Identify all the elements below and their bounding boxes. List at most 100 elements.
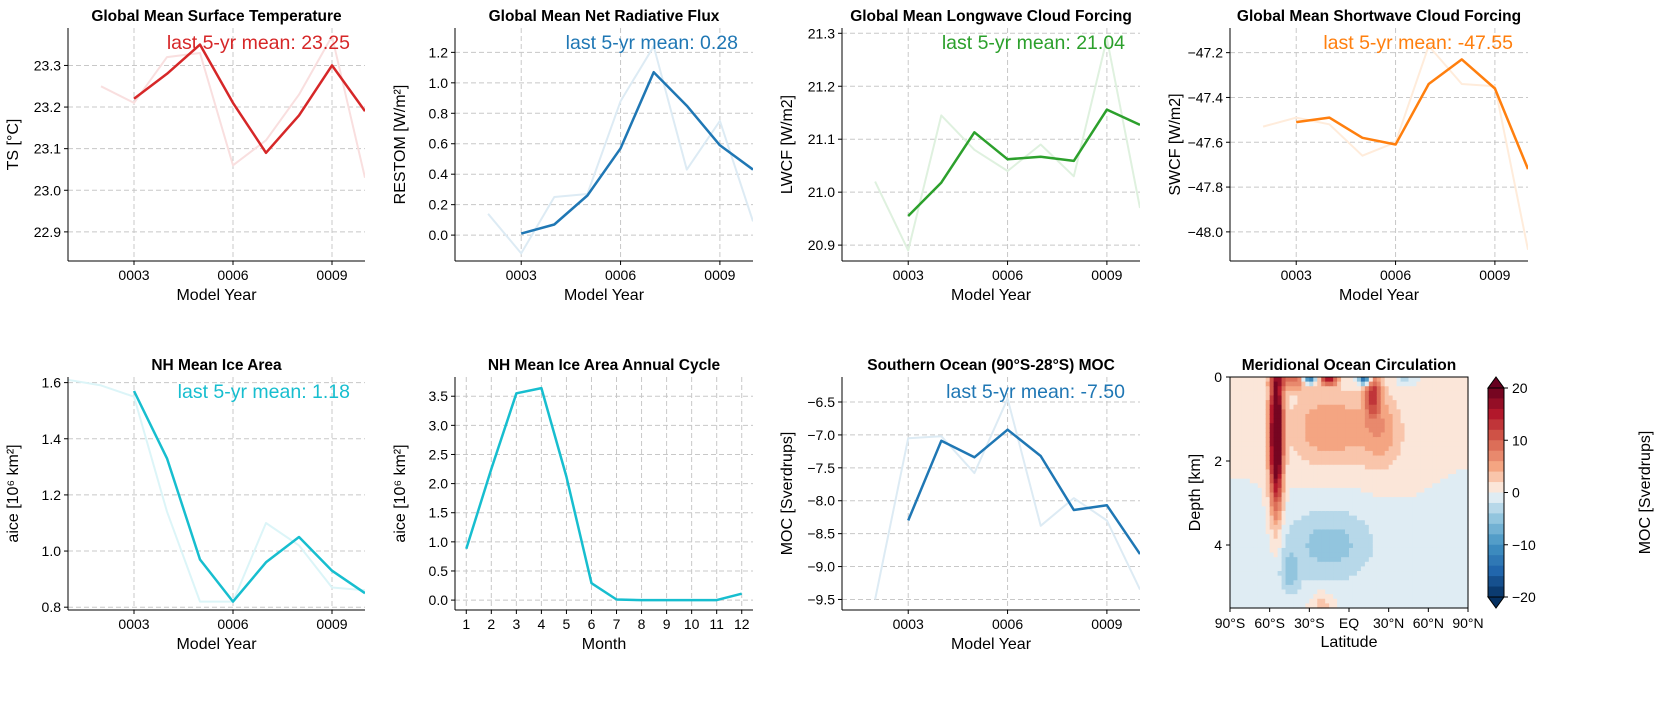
heatmap-cell xyxy=(1360,441,1366,447)
heatmap-cell xyxy=(1392,427,1398,434)
heatmap-cell xyxy=(1424,547,1429,554)
heatmap-cell xyxy=(1317,566,1322,572)
heatmap-cell xyxy=(1356,571,1362,577)
heatmap-cell xyxy=(1301,543,1306,549)
heatmap-cell xyxy=(1305,515,1310,521)
heatmap-cell xyxy=(1265,483,1271,489)
heatmap-cell xyxy=(1416,377,1421,383)
heatmap-cell xyxy=(1400,538,1406,544)
heatmap-cell xyxy=(1329,543,1334,549)
heatmap-cell xyxy=(1317,427,1322,434)
heatmap-cell xyxy=(1440,437,1445,443)
heatmap-cell xyxy=(1253,386,1259,392)
heatmap-cell xyxy=(1452,566,1457,572)
heatmap-cell xyxy=(1325,413,1330,420)
heatmap-cell xyxy=(1325,584,1330,591)
heatmap-cell xyxy=(1245,594,1251,600)
heatmap-cell xyxy=(1245,552,1251,558)
heatmap-cell xyxy=(1237,450,1243,457)
heatmap-cell xyxy=(1257,432,1263,438)
heatmap-cell xyxy=(1392,386,1398,392)
heatmap-cell xyxy=(1261,446,1267,452)
heatmap-cell xyxy=(1368,594,1374,600)
heatmap-cell xyxy=(1329,400,1334,406)
heatmap-cell xyxy=(1305,455,1310,461)
heatmap-cell xyxy=(1356,474,1362,480)
heatmap-cell xyxy=(1317,386,1322,392)
heatmap-cell xyxy=(1265,538,1271,544)
heatmap-cell xyxy=(1428,547,1433,554)
heatmap-cell xyxy=(1265,386,1271,392)
heatmap-cell xyxy=(1408,552,1414,558)
heatmap-cell xyxy=(1436,404,1441,410)
heatmap-cell xyxy=(1233,520,1239,526)
heatmap-cell xyxy=(1392,561,1398,568)
heatmap-cell xyxy=(1392,377,1398,383)
heatmap-cell xyxy=(1233,506,1239,512)
heatmap-cell xyxy=(1452,538,1457,544)
heatmap-cell xyxy=(1352,455,1358,461)
heatmap-cell xyxy=(1356,487,1362,494)
heatmap-cell xyxy=(1325,377,1330,383)
heatmap-cell xyxy=(1420,584,1425,591)
heatmap-cell xyxy=(1249,538,1255,544)
heatmap-cell xyxy=(1428,501,1433,507)
heatmap-cell xyxy=(1257,571,1263,577)
heatmap-cell xyxy=(1269,515,1275,521)
heatmap-cell xyxy=(1249,413,1255,420)
heatmap-cell xyxy=(1237,418,1243,424)
heatmap-cell xyxy=(1317,552,1322,558)
heatmap-cell xyxy=(1313,594,1318,600)
series-line-faint xyxy=(68,378,365,603)
heatmap-cell xyxy=(1396,390,1402,397)
heatmap-cell xyxy=(1305,557,1310,563)
heatmap-cell xyxy=(1281,464,1287,470)
heatmap-cell xyxy=(1436,529,1441,535)
heatmap-cell xyxy=(1404,446,1410,452)
heatmap-cell xyxy=(1384,538,1390,544)
heatmap-cell xyxy=(1241,423,1247,429)
heatmap-cell xyxy=(1289,404,1295,410)
heatmap-cell xyxy=(1257,594,1263,600)
heatmap-cell xyxy=(1420,598,1425,604)
heatmap-cell xyxy=(1376,423,1382,429)
y-axis-label: Depth [km] xyxy=(1187,454,1204,531)
heatmap-cell xyxy=(1416,584,1421,591)
heatmap-cell xyxy=(1424,534,1429,540)
heatmap-cell xyxy=(1392,547,1398,554)
heatmap-cell xyxy=(1277,478,1283,484)
heatmap-cell xyxy=(1356,395,1362,401)
heatmap-cell xyxy=(1396,538,1402,544)
y-tick-label: −47.8 xyxy=(1188,179,1224,195)
heatmap-cell xyxy=(1356,386,1362,392)
heatmap-cell xyxy=(1368,423,1374,429)
heatmap-cell xyxy=(1237,413,1243,420)
y-tick-label: 4 xyxy=(1214,537,1222,553)
heatmap-cell xyxy=(1372,390,1378,397)
heatmap-cell xyxy=(1301,400,1306,406)
heatmap-cell xyxy=(1241,538,1247,544)
heatmap-cell xyxy=(1364,400,1370,406)
y-tick-label: 0.4 xyxy=(429,166,449,182)
heatmap-cell xyxy=(1436,395,1441,401)
heatmap-cell xyxy=(1305,460,1310,466)
heatmap-cell xyxy=(1456,460,1461,466)
heatmap-cell xyxy=(1364,580,1370,586)
heatmap-cell xyxy=(1404,598,1410,604)
heatmap-cell xyxy=(1309,584,1314,591)
heatmap-cell xyxy=(1245,543,1251,549)
heatmap-cell xyxy=(1257,404,1263,410)
heatmap-cell xyxy=(1460,441,1465,447)
heatmap-cell xyxy=(1448,506,1453,512)
heatmap-cell xyxy=(1424,603,1429,609)
heatmap-cell xyxy=(1293,566,1299,572)
heatmap-cell xyxy=(1233,450,1239,457)
heatmap-cell xyxy=(1400,497,1406,503)
heatmap-cell xyxy=(1257,427,1263,434)
heatmap-cell xyxy=(1352,520,1358,526)
heatmap-cell xyxy=(1460,543,1465,549)
heatmap-cell xyxy=(1341,557,1346,563)
heatmap-cell xyxy=(1384,547,1390,554)
heatmap-cell xyxy=(1233,571,1239,577)
heatmap-cell xyxy=(1432,446,1437,452)
